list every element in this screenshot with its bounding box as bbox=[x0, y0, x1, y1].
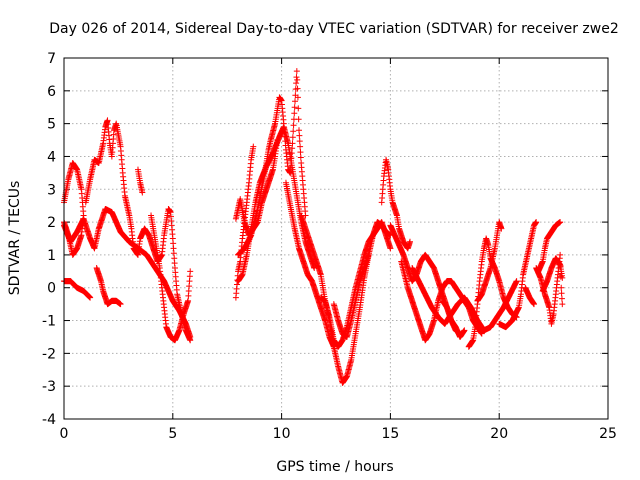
data-point bbox=[290, 122, 297, 129]
y-tick-label: -1 bbox=[42, 314, 56, 330]
data-point bbox=[531, 301, 538, 308]
data-point bbox=[139, 189, 146, 196]
data-point bbox=[291, 110, 298, 117]
y-tick-label: -4 bbox=[42, 412, 56, 428]
data-point bbox=[294, 76, 301, 83]
data-point bbox=[558, 290, 565, 297]
data-point bbox=[296, 127, 303, 134]
data-point bbox=[513, 278, 520, 285]
data-point bbox=[297, 154, 304, 161]
y-tick-label: 4 bbox=[47, 149, 56, 165]
x-tick-label: 20 bbox=[490, 426, 508, 442]
data-point bbox=[387, 245, 394, 252]
x-axis-label: GPS time / hours bbox=[276, 459, 393, 475]
data-point bbox=[293, 74, 300, 81]
data-point bbox=[297, 143, 304, 150]
x-tick-label: 0 bbox=[60, 426, 69, 442]
data-point bbox=[187, 337, 194, 344]
y-tick-label: -2 bbox=[42, 346, 56, 362]
data-point bbox=[557, 273, 564, 280]
data-point bbox=[87, 294, 94, 301]
data-point bbox=[557, 251, 564, 258]
data-point bbox=[291, 104, 298, 111]
data-point bbox=[365, 251, 372, 258]
plot-frame bbox=[63, 57, 609, 420]
data-point bbox=[498, 225, 505, 232]
x-tick-label: 5 bbox=[168, 426, 177, 442]
y-tick-label: 7 bbox=[47, 51, 56, 67]
y-tick-label: 6 bbox=[47, 84, 56, 100]
data-point bbox=[296, 138, 303, 145]
data-point bbox=[294, 85, 301, 92]
data-point bbox=[293, 80, 300, 87]
data-point bbox=[557, 219, 564, 226]
axis-ticks: 0 5 10 15 20 25 -4 -3 -2 -1 0 1 2 3 4 5 6 7 bbox=[42, 51, 617, 442]
y-tick-label: 1 bbox=[47, 248, 56, 264]
data-point bbox=[478, 330, 485, 337]
data-point bbox=[294, 94, 301, 101]
y-tick-label: 5 bbox=[47, 117, 56, 133]
data-point bbox=[117, 301, 124, 308]
y-tick-label: 2 bbox=[47, 215, 56, 231]
data-point bbox=[558, 295, 565, 302]
data-point bbox=[250, 143, 257, 150]
data-point bbox=[295, 116, 302, 123]
data-point bbox=[558, 284, 565, 291]
data-point bbox=[406, 238, 413, 245]
x-tick-label: 25 bbox=[599, 426, 617, 442]
x-tick-label: 10 bbox=[273, 426, 291, 442]
data-point bbox=[295, 105, 302, 112]
data-point bbox=[187, 268, 194, 275]
y-tick-label: 0 bbox=[47, 281, 56, 297]
data-point bbox=[290, 128, 297, 135]
chart-title: Day 026 of 2014, Sidereal Day-to-day VTE… bbox=[49, 21, 619, 37]
data-point bbox=[296, 132, 303, 139]
data-point bbox=[533, 219, 540, 226]
data-point bbox=[289, 134, 296, 141]
data-point bbox=[461, 327, 468, 334]
data-point bbox=[297, 149, 304, 156]
data-point bbox=[559, 301, 566, 308]
y-axis-label: SDTVAR / TECUs bbox=[7, 181, 23, 296]
data-point bbox=[292, 98, 299, 105]
y-tick-label: -3 bbox=[42, 379, 56, 395]
data-points bbox=[61, 68, 566, 386]
x-tick-label: 15 bbox=[381, 426, 399, 442]
data-point bbox=[559, 274, 566, 281]
data-point bbox=[293, 68, 300, 75]
y-tick-label: 3 bbox=[47, 182, 56, 198]
